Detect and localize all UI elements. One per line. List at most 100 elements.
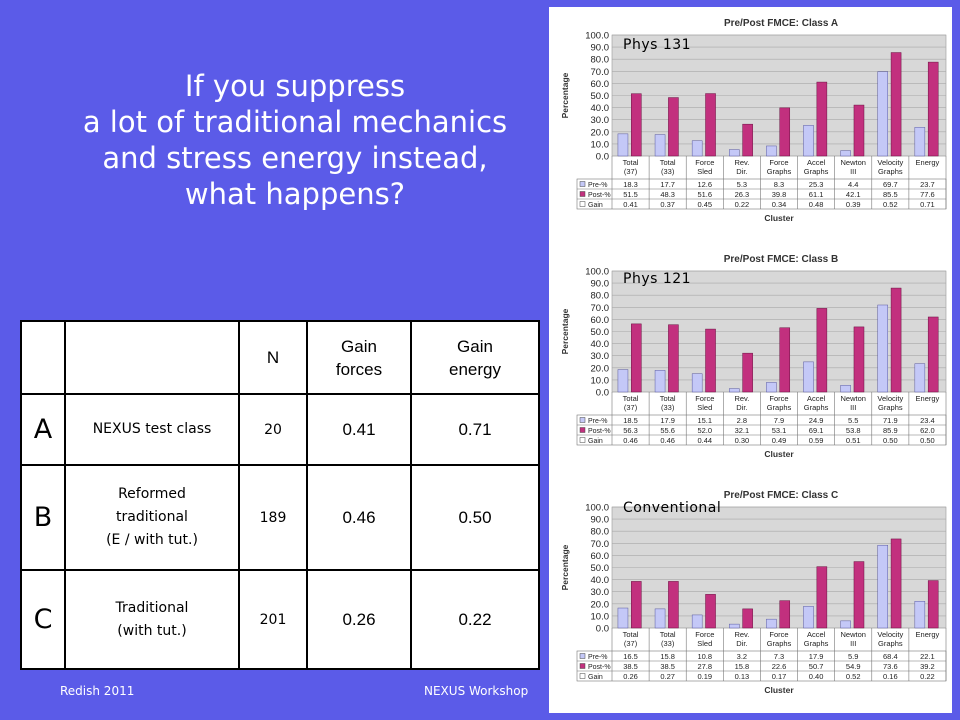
table-value: 0.34 [772,200,787,209]
bar-pre [691,140,703,157]
category-label: Rev. [734,158,749,167]
gain-energy-header: Gain energy [410,320,540,395]
table-value: 3.2 [737,652,747,661]
footer-author: Redish 2011 [60,684,135,698]
table-value: 0.46 [623,436,638,445]
bar-post [779,600,791,629]
table-corner-cell [20,320,66,395]
y-tick-label: 90.0 [591,515,610,526]
category-label: Rev. [734,630,749,639]
bar-post [742,608,753,629]
row-n: 201 [238,569,308,670]
legend-label: Pre-% [588,182,607,189]
table-value: 53.1 [772,426,787,435]
bar-pre [729,623,740,629]
bar-pre [840,150,851,157]
table-value: 15.8 [660,652,675,661]
category-label: Total [623,394,639,403]
table-value: 16.5 [623,652,638,661]
legend-swatch [579,181,586,187]
y-tick-label: 10.0 [591,611,610,622]
row-description: Reformed traditional (E / with tut.) [64,464,240,571]
bar-pre [654,370,666,393]
row-label: B [20,464,66,571]
table-value: 0.50 [920,436,935,445]
question-line: If you suppress [184,69,406,103]
y-tick-label: 10.0 [591,139,610,150]
table-value: 18.3 [623,180,638,189]
table-value: 26.3 [735,190,750,199]
y-tick-label: 0.0 [596,624,609,635]
table-value: 0.52 [846,672,861,681]
table-value: 0.41 [623,200,638,209]
bar-pre [840,620,851,629]
row-gain-forces: 0.26 [306,569,412,670]
category-label: (33) [661,639,675,648]
gain-energy-header-line: energy [449,359,501,379]
bar-pre [766,618,777,629]
category-label: Force [769,394,788,403]
legend-swatch [579,427,586,433]
category-label: III [850,167,856,176]
table-value: 51.5 [623,190,638,199]
y-tick-label: 30.0 [591,351,610,362]
category-label: Graphs [804,639,829,648]
row-label: C [20,569,66,670]
bar-pre [803,606,814,629]
category-label: Energy [916,630,940,639]
bar-post [631,581,642,629]
y-tick-label: 80.0 [591,291,610,302]
row-n: 189 [238,464,308,571]
table-value: 22.1 [920,652,935,661]
chart-tag: Conventional [623,500,722,516]
y-tick-label: 100.0 [585,503,609,514]
table-value: 0.45 [697,200,712,209]
legend-label: Post-% [588,192,611,199]
bar-post [853,561,865,629]
table-value: 15.8 [735,662,750,671]
table-value: 5.9 [848,652,858,661]
bar-post [779,327,791,393]
n-header: N [238,320,308,395]
legend-swatch [579,663,586,669]
row-description-line: Reformed [118,486,186,502]
row-description: Traditional (with tut.) [64,569,240,670]
bar-post [816,81,828,157]
bar-pre [877,544,888,629]
table-value: 52.0 [697,426,712,435]
category-label: Velocity [877,158,903,167]
y-tick-label: 90.0 [591,43,610,54]
table-value: 0.48 [809,200,824,209]
bar-post [890,52,902,157]
table-value: 68.4 [883,652,898,661]
y-tick-label: 100.0 [585,267,609,278]
legend-swatch [579,191,586,197]
y-tick-label: 70.0 [591,303,610,314]
table-value: 17.9 [660,416,675,425]
legend-swatch [579,437,586,443]
y-axis-label: Percentage [560,72,570,118]
y-tick-label: 90.0 [591,279,610,290]
y-tick-label: 10.0 [591,375,610,386]
table-value: 62.0 [920,426,935,435]
bar-pre [877,304,888,393]
table-value: 24.9 [809,416,824,425]
y-tick-label: 100.0 [585,31,609,42]
bar-post [705,594,716,629]
bar-pre [914,363,926,393]
row-label: A [20,393,66,466]
table-value: 0.37 [660,200,675,209]
bar-pre [617,607,629,629]
category-label: Graphs [804,167,829,176]
gain-forces-header: Gain forces [306,320,412,395]
table-value: 73.6 [883,662,898,671]
bar-post [816,308,828,393]
y-tick-label: 20.0 [591,363,610,374]
category-label: III [850,639,856,648]
y-tick-label: 80.0 [591,55,610,66]
category-label: Newton [841,394,866,403]
category-label: (33) [661,167,675,176]
gain-forces-header-line: Gain [341,336,377,356]
table-value: 7.9 [774,416,784,425]
table-value: 51.6 [697,190,712,199]
